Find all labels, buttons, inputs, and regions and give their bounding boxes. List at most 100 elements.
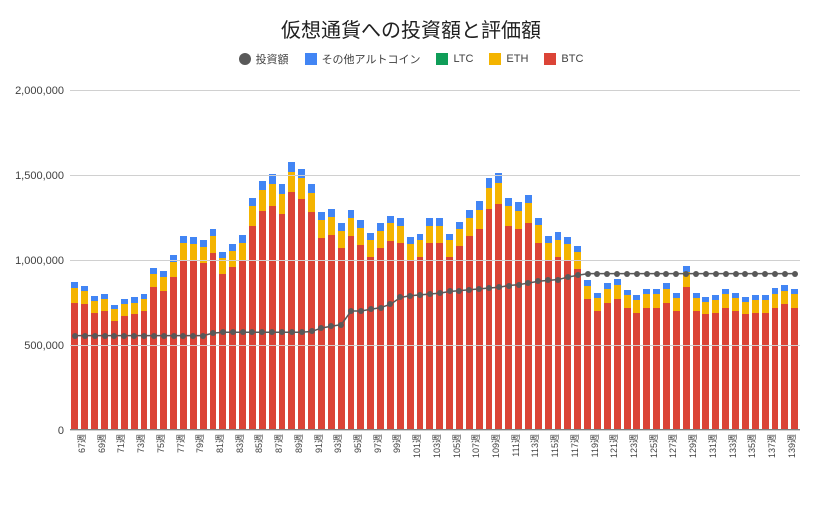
- invest-marker: [338, 322, 344, 328]
- bar-stack: [515, 202, 522, 430]
- legend-item: その他アルトコイン: [305, 51, 421, 67]
- seg-eth: [269, 184, 276, 206]
- bar-stack: [663, 283, 670, 430]
- x-tick: [376, 430, 386, 490]
- invest-marker: [358, 308, 364, 314]
- seg-eth: [150, 274, 157, 288]
- x-tick: 99週: [386, 430, 396, 490]
- invest-marker: [742, 271, 748, 277]
- y-tick-label: 1,500,000: [15, 170, 64, 182]
- seg-eth: [446, 240, 453, 256]
- x-tick: [533, 430, 543, 490]
- bar-stack: [604, 283, 611, 430]
- seg-btc: [417, 257, 424, 430]
- seg-eth: [348, 218, 355, 237]
- seg-eth: [564, 244, 571, 260]
- invest-marker: [604, 271, 610, 277]
- seg-btc: [653, 308, 660, 430]
- bar-stack: [742, 297, 749, 430]
- legend-swatch: [489, 53, 501, 65]
- x-tick: [790, 430, 800, 490]
- x-tick: 81週: [208, 430, 218, 490]
- seg-btc: [170, 277, 177, 430]
- seg-btc: [328, 235, 335, 431]
- invest-marker: [427, 291, 433, 297]
- invest-marker: [772, 271, 778, 277]
- y-tick-label: 0: [58, 425, 64, 437]
- invest-marker: [693, 271, 699, 277]
- seg-eth: [624, 295, 631, 308]
- x-tick: [277, 430, 287, 490]
- seg-eth: [387, 223, 394, 241]
- invest-marker: [673, 271, 679, 277]
- seg-eth: [456, 229, 463, 246]
- bar-stack: [772, 288, 779, 430]
- seg-btc: [673, 311, 680, 430]
- bar-stack: [111, 305, 118, 430]
- seg-btc: [141, 311, 148, 430]
- x-tick: 73週: [129, 430, 139, 490]
- x-tick: 111週: [504, 430, 514, 490]
- invest-marker: [279, 329, 285, 335]
- seg-btc: [71, 303, 78, 431]
- seg-eth: [515, 211, 522, 230]
- seg-btc: [584, 299, 591, 430]
- invest-marker: [82, 333, 88, 339]
- x-tick: 85週: [247, 430, 257, 490]
- x-tick: 75週: [149, 430, 159, 490]
- x-tick: 79週: [188, 430, 198, 490]
- grid-line: 500,000: [70, 345, 800, 346]
- invest-marker: [299, 329, 305, 335]
- bar-stack: [150, 268, 157, 430]
- invest-marker: [269, 329, 275, 335]
- seg-alt: [367, 233, 374, 240]
- seg-eth: [436, 226, 443, 243]
- seg-btc: [387, 241, 394, 430]
- invest-marker: [309, 328, 315, 334]
- seg-btc: [594, 311, 601, 430]
- legend-swatch: [305, 53, 317, 65]
- seg-btc: [377, 248, 384, 430]
- bar-stack: [643, 289, 650, 430]
- x-tick: 93週: [326, 430, 336, 490]
- seg-eth: [545, 243, 552, 260]
- seg-alt: [426, 218, 433, 226]
- seg-eth: [525, 203, 532, 223]
- seg-eth: [249, 206, 256, 226]
- invest-marker: [614, 271, 620, 277]
- invest-marker: [663, 271, 669, 277]
- seg-btc: [633, 313, 640, 430]
- invest-marker: [486, 285, 492, 291]
- seg-alt: [219, 252, 226, 259]
- x-tick: [612, 430, 622, 490]
- x-tick: 129週: [681, 430, 691, 490]
- invest-marker: [713, 271, 719, 277]
- seg-btc: [732, 311, 739, 430]
- seg-alt: [486, 178, 493, 187]
- seg-eth: [604, 289, 611, 303]
- bar-stack: [722, 289, 729, 430]
- bar-stack: [229, 244, 236, 430]
- invest-marker: [545, 277, 551, 283]
- invest-marker: [378, 305, 384, 311]
- invest-marker: [121, 333, 127, 339]
- seg-alt: [308, 184, 315, 193]
- seg-btc: [249, 226, 256, 430]
- bar-stack: [279, 184, 286, 430]
- seg-alt: [338, 223, 345, 231]
- seg-btc: [219, 274, 226, 430]
- seg-btc: [683, 287, 690, 430]
- seg-eth: [614, 285, 621, 299]
- seg-alt: [505, 198, 512, 207]
- x-tick: [100, 430, 110, 490]
- grid-line: 1,500,000: [70, 175, 800, 176]
- x-tick: [455, 430, 465, 490]
- invest-marker: [141, 333, 147, 339]
- bar-stack: [466, 210, 473, 430]
- seg-btc: [495, 204, 502, 430]
- seg-btc: [357, 245, 364, 430]
- invest-marker: [456, 288, 462, 294]
- seg-btc: [752, 313, 759, 430]
- seg-alt: [190, 237, 197, 244]
- x-tick: 135週: [740, 430, 750, 490]
